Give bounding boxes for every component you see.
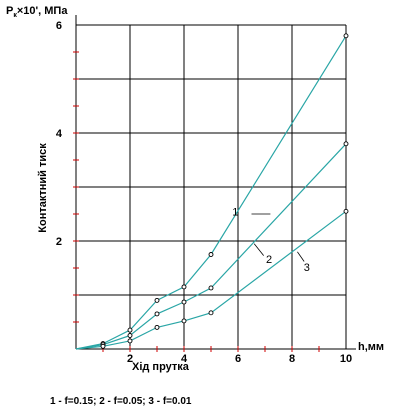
series-line-2: [75, 143, 347, 350]
series-line-1: [75, 35, 347, 350]
curve-label-leader-3: [297, 251, 305, 262]
series-point-3: [208, 310, 214, 316]
y-axis-label: Контактний тиск: [37, 143, 49, 233]
curve-label-1: 1: [232, 206, 238, 218]
series-point-1: [181, 284, 187, 290]
series-point-3: [343, 208, 349, 214]
curve-label-3: 3: [304, 262, 310, 274]
series-point-3: [100, 343, 106, 349]
series-point-2: [154, 311, 160, 317]
series-point-2: [208, 285, 214, 291]
grid: [76, 24, 347, 349]
x-tick-label: 4: [181, 353, 188, 365]
y-axis-top-subscript: к: [13, 12, 17, 19]
y-tick-label: 2: [56, 236, 62, 248]
y-axis-top-symbol: P: [6, 5, 13, 17]
series-point-1: [208, 252, 214, 257]
y-tick-label: 4: [56, 128, 63, 140]
series-point-2: [127, 333, 133, 338]
y-axis-top-units: ×10', МПа: [17, 5, 68, 17]
series-point-2: [343, 141, 349, 147]
series-point-3: [127, 338, 133, 344]
x-tick-label: 8: [289, 353, 295, 365]
series-layer: [75, 35, 347, 350]
y-tick-label: 6: [56, 20, 62, 32]
curve-label-leader-2: [253, 243, 264, 256]
series-point-3: [181, 318, 187, 324]
x-axis-unit-label: h,мм: [358, 341, 384, 353]
x-axis-label: Хід прутка: [132, 361, 190, 373]
series-point-1: [127, 327, 133, 333]
axes: [75, 15, 356, 350]
x-tick-label: 6: [235, 353, 241, 365]
series-line-3: [75, 210, 347, 350]
series-point-3: [154, 324, 160, 330]
y-axis-top-label: Pк×10', МПа: [6, 5, 68, 19]
legend-caption: 1 - f=0.15; 2 - f=0.05; 3 - f=0.01: [50, 396, 192, 407]
markers-layer: [100, 33, 349, 349]
tick-marks: [73, 51, 320, 352]
series-point-1: [343, 33, 349, 39]
x-tick-label: 10: [340, 353, 352, 365]
series-point-1: [154, 297, 160, 303]
curve-label-2: 2: [266, 254, 272, 266]
series-point-2: [181, 299, 187, 305]
labels-layer: 2 4 6 8 10 2 4 6 1 2 3: [56, 20, 352, 365]
x-tick-label: 2: [127, 353, 133, 365]
